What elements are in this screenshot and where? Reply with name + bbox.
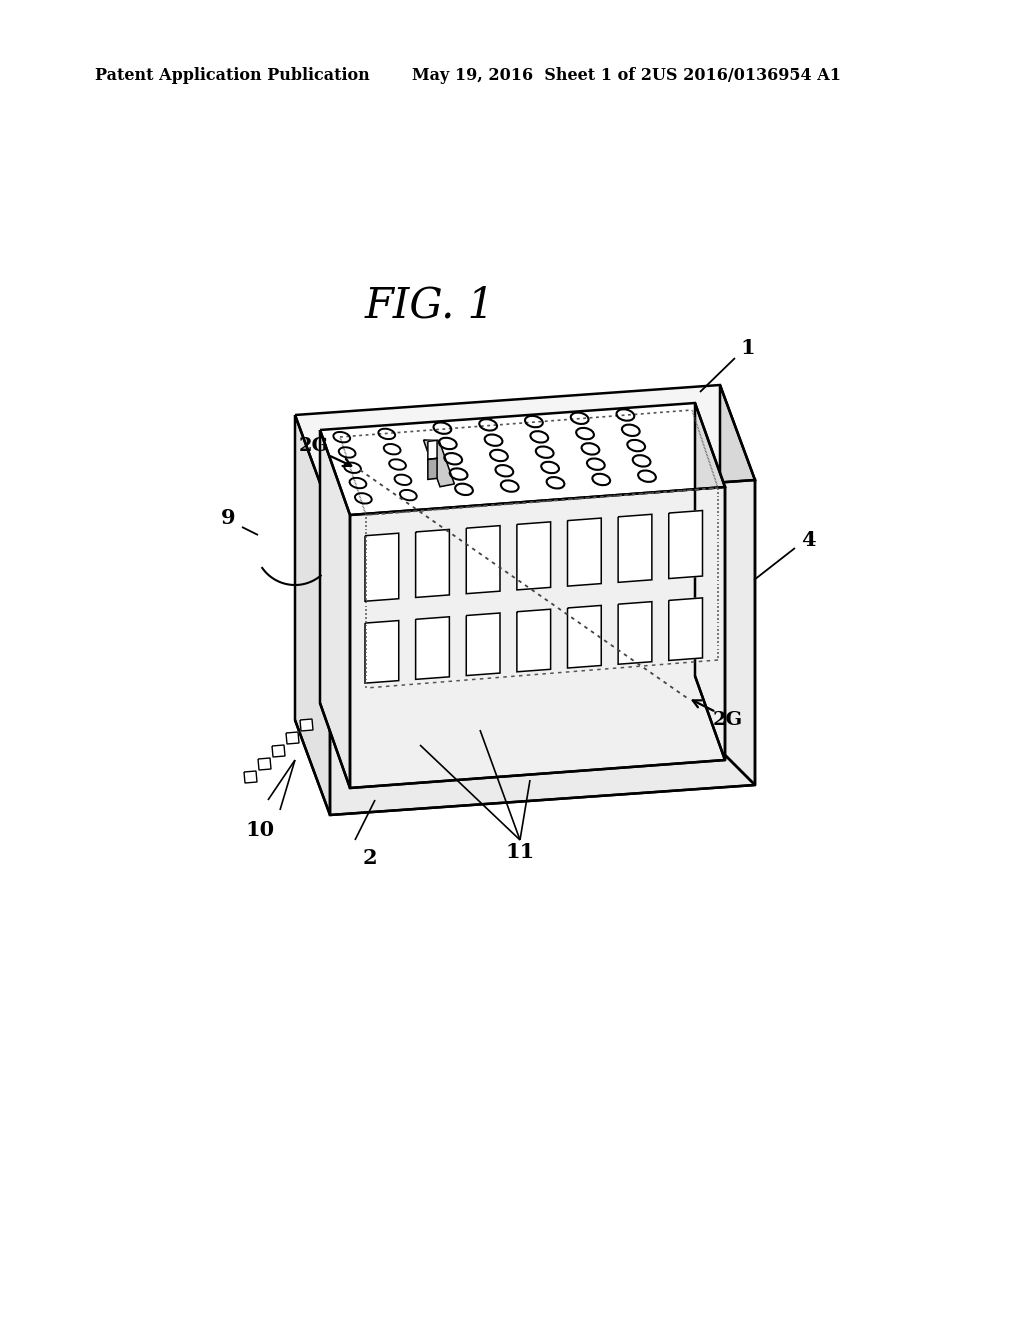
Polygon shape: [295, 385, 755, 510]
Text: 9: 9: [221, 508, 236, 528]
Polygon shape: [720, 385, 755, 785]
Polygon shape: [669, 598, 702, 660]
Text: FIG. 1: FIG. 1: [365, 284, 495, 326]
Polygon shape: [295, 414, 330, 814]
Polygon shape: [669, 511, 702, 578]
Polygon shape: [424, 440, 455, 487]
Text: 11: 11: [506, 842, 535, 862]
Polygon shape: [258, 758, 271, 770]
Polygon shape: [365, 620, 398, 684]
Text: 2: 2: [362, 847, 377, 869]
Polygon shape: [319, 403, 725, 515]
Text: 2G: 2G: [299, 437, 329, 455]
Polygon shape: [466, 525, 500, 594]
Polygon shape: [618, 515, 652, 582]
Polygon shape: [330, 480, 755, 814]
Text: Patent Application Publication: Patent Application Publication: [95, 66, 370, 83]
Polygon shape: [567, 606, 601, 668]
Polygon shape: [428, 458, 437, 479]
Polygon shape: [244, 771, 257, 783]
Text: US 2016/0136954 A1: US 2016/0136954 A1: [652, 66, 841, 83]
Polygon shape: [416, 616, 450, 680]
Polygon shape: [517, 610, 551, 672]
Polygon shape: [272, 744, 285, 756]
Text: 10: 10: [246, 820, 274, 840]
Polygon shape: [350, 487, 725, 788]
Polygon shape: [286, 733, 299, 744]
Polygon shape: [365, 533, 398, 601]
Polygon shape: [416, 529, 450, 598]
Polygon shape: [300, 719, 313, 731]
Polygon shape: [517, 521, 551, 590]
Polygon shape: [466, 612, 500, 676]
Polygon shape: [428, 441, 437, 459]
Text: 1: 1: [740, 338, 756, 358]
Polygon shape: [567, 517, 601, 586]
Polygon shape: [319, 430, 350, 788]
Text: May 19, 2016  Sheet 1 of 2: May 19, 2016 Sheet 1 of 2: [412, 66, 652, 83]
Polygon shape: [695, 403, 725, 760]
Text: 2G: 2G: [713, 711, 743, 729]
Polygon shape: [618, 602, 652, 664]
Text: 4: 4: [801, 531, 815, 550]
